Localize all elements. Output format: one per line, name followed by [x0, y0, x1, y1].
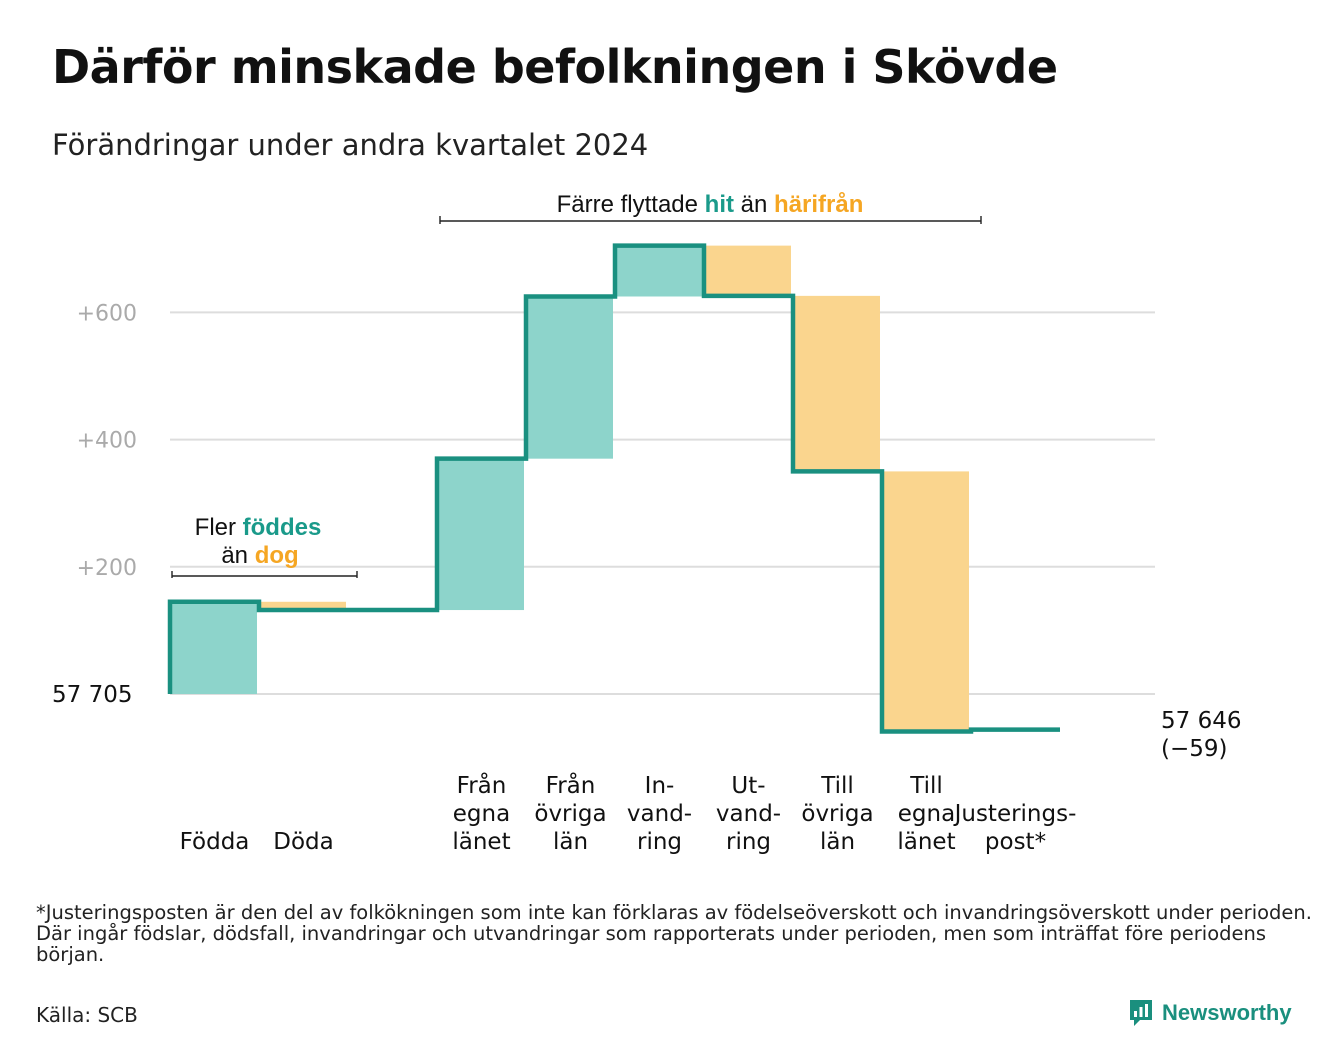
annotation-births-bracket — [171, 571, 358, 578]
chart-subtitle: Förändringar under andra kvartalet 2024 — [52, 128, 649, 162]
category-label: Justerings- — [953, 801, 1077, 827]
category-label: Till — [820, 773, 854, 799]
annotation-births-line1: Fler föddes — [195, 514, 322, 541]
annotation-migration-bracket — [439, 216, 982, 224]
annotation-part: härifrån — [774, 191, 863, 218]
annotation-part: dog — [255, 542, 299, 569]
category-label: Till — [909, 773, 943, 799]
y-tick-label: +600 — [77, 301, 137, 326]
start-value-label: 57 705 — [52, 682, 132, 708]
bars-layer — [172, 245, 969, 732]
category-label: Ut- — [731, 773, 765, 799]
footnote: *Justeringsposten är den del av folkökni… — [36, 901, 1312, 966]
category-label: länet — [897, 829, 955, 855]
brand[interactable]: Newsworthy — [1128, 998, 1292, 1028]
category-label: Från — [457, 771, 507, 799]
category-label: vand- — [627, 801, 692, 827]
source-note: Källa: SCB — [36, 1003, 138, 1027]
category-label: post* — [985, 829, 1046, 855]
annotation-part: Fler — [195, 514, 243, 541]
bar-fran-ovriga — [528, 296, 613, 459]
category-label: län — [820, 829, 855, 855]
category-label: vand- — [716, 801, 781, 827]
end-value-label: 57 646 — [1161, 708, 1241, 734]
grid-layer: +200 +400 +600 — [77, 301, 1155, 695]
end-change-label: (−59) — [1161, 736, 1227, 762]
category-label: ring — [637, 829, 682, 855]
category-label: övriga — [801, 801, 873, 827]
category-label: län — [553, 829, 588, 855]
y-tick-label: +200 — [77, 556, 137, 581]
category-label: In- — [645, 773, 675, 799]
y-tick-label: +400 — [77, 429, 137, 454]
bar-till-ovriga — [795, 295, 880, 472]
annotation-part: föddes — [243, 514, 322, 541]
bar-fodda — [172, 601, 257, 694]
brand-name: Newsworthy — [1162, 1000, 1292, 1025]
running-total-line — [167, 243, 1060, 734]
category-label: Från — [546, 771, 596, 799]
category-label: ring — [726, 829, 771, 855]
annotation-migration: Färre flyttade hit än härifrån — [557, 191, 864, 218]
annotation-part: än — [221, 542, 254, 569]
waterfall-chart: +200+400+600 Födda DödaFrånegnalänetFrånö… — [52, 191, 1241, 855]
annotation-part: Färre flyttade — [557, 191, 705, 218]
bar-utvandring — [706, 245, 791, 296]
annotation-births-line2: än dog — [221, 542, 298, 569]
annotation-part: hit — [705, 191, 734, 218]
category-label: Födda — [180, 829, 250, 855]
line-layer — [167, 243, 1060, 734]
labels-layer: Födda DödaFrånegnalänetFrånövrigalänIn-va… — [52, 682, 1241, 855]
newsworthy-logo-icon — [1130, 1000, 1152, 1026]
bar-till-egna — [884, 471, 969, 732]
bar-fran-egna — [439, 458, 524, 611]
category-label: Döda — [273, 829, 333, 855]
category-label: egna — [453, 801, 510, 827]
bar-invandring — [617, 245, 702, 297]
category-label: övriga — [534, 801, 606, 827]
category-label: länet — [452, 829, 510, 855]
chart-title: Därför minskade befolkningen i Skövde — [52, 40, 1058, 94]
bar-doda — [261, 601, 346, 611]
category-label: egna — [898, 801, 955, 827]
annotation-part: än — [734, 191, 774, 218]
